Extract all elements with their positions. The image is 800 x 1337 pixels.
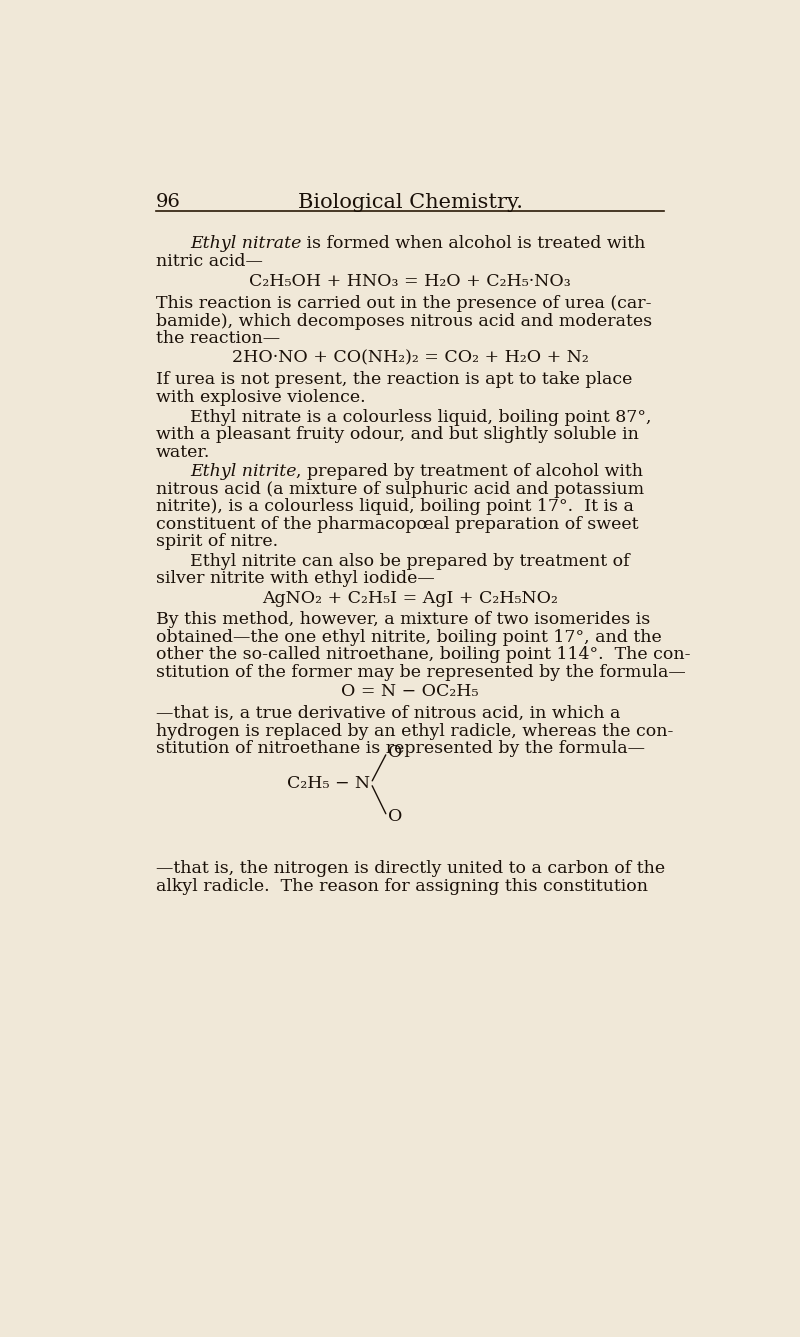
- Text: O: O: [388, 743, 402, 761]
- Text: AgNO₂ + C₂H₅I = AgI + C₂H₅NO₂: AgNO₂ + C₂H₅I = AgI + C₂H₅NO₂: [262, 590, 558, 607]
- Text: C₂H₅ − N: C₂H₅ − N: [286, 774, 370, 792]
- Text: the reaction—: the reaction—: [156, 330, 280, 348]
- Text: C₂H₅OH + HNO₃ = H₂O + C₂H₅·NO₃: C₂H₅OH + HNO₃ = H₂O + C₂H₅·NO₃: [249, 273, 571, 290]
- Text: hydrogen is replaced by an ethyl radicle, whereas the con-: hydrogen is replaced by an ethyl radicle…: [156, 722, 673, 739]
- Text: with a pleasant fruity odour, and but slightly soluble in: with a pleasant fruity odour, and but sl…: [156, 427, 638, 443]
- Text: , prepared by treatment of alcohol with: , prepared by treatment of alcohol with: [296, 463, 643, 480]
- Text: constituent of the pharmacopœal preparation of sweet: constituent of the pharmacopœal preparat…: [156, 516, 638, 532]
- Text: nitric acid—: nitric acid—: [156, 253, 262, 270]
- Text: nitrite), is a colourless liquid, boiling point 17°.  It is a: nitrite), is a colourless liquid, boilin…: [156, 499, 634, 515]
- Text: Ethyl nitrate is a colourless liquid, boiling point 87°,: Ethyl nitrate is a colourless liquid, bo…: [190, 409, 651, 425]
- Text: Biological Chemistry.: Biological Chemistry.: [298, 194, 522, 213]
- Text: stitution of the former may be represented by the formula—: stitution of the former may be represent…: [156, 664, 686, 681]
- Text: Ethyl nitrite: Ethyl nitrite: [190, 463, 296, 480]
- Text: is formed when alcohol is treated with: is formed when alcohol is treated with: [302, 234, 646, 251]
- Text: O = N − OC₂H₅: O = N − OC₂H₅: [342, 683, 478, 701]
- Text: —that is, the nitrogen is directly united to a carbon of the: —that is, the nitrogen is directly unite…: [156, 861, 665, 877]
- Text: If urea is not present, the reaction is apt to take place: If urea is not present, the reaction is …: [156, 372, 632, 389]
- Text: stitution of nitroethane is represented by the formula—: stitution of nitroethane is represented …: [156, 741, 645, 757]
- Text: 2HO·NO + CO(NH₂)₂ = CO₂ + H₂O + N₂: 2HO·NO + CO(NH₂)₂ = CO₂ + H₂O + N₂: [232, 350, 588, 366]
- Text: Ethyl nitrate: Ethyl nitrate: [190, 234, 302, 251]
- Text: This reaction is carried out in the presence of urea (car-: This reaction is carried out in the pres…: [156, 295, 651, 313]
- Text: —that is, a true derivative of nitrous acid, in which a: —that is, a true derivative of nitrous a…: [156, 705, 620, 722]
- Text: spirit of nitre.: spirit of nitre.: [156, 533, 278, 550]
- Text: other the so-called nitroethane, boiling point 114°.  The con-: other the so-called nitroethane, boiling…: [156, 646, 690, 663]
- Text: By this method, however, a mixture of two isomerides is: By this method, however, a mixture of tw…: [156, 611, 650, 628]
- Text: Ethyl nitrite can also be prepared by treatment of: Ethyl nitrite can also be prepared by tr…: [190, 552, 630, 570]
- Text: silver nitrite with ethyl iodide—: silver nitrite with ethyl iodide—: [156, 570, 434, 587]
- Text: alkyl radicle.  The reason for assigning this constitution: alkyl radicle. The reason for assigning …: [156, 878, 648, 894]
- Text: bamide), which decomposes nitrous acid and moderates: bamide), which decomposes nitrous acid a…: [156, 313, 652, 330]
- Text: with explosive violence.: with explosive violence.: [156, 389, 366, 406]
- Text: 96: 96: [156, 194, 181, 211]
- Text: water.: water.: [156, 444, 210, 460]
- Text: O: O: [388, 808, 402, 825]
- Text: obtained—the one ethyl nitrite, boiling point 17°, and the: obtained—the one ethyl nitrite, boiling …: [156, 628, 662, 646]
- Text: nitrous acid (a mixture of sulphuric acid and potassium: nitrous acid (a mixture of sulphuric aci…: [156, 480, 644, 497]
